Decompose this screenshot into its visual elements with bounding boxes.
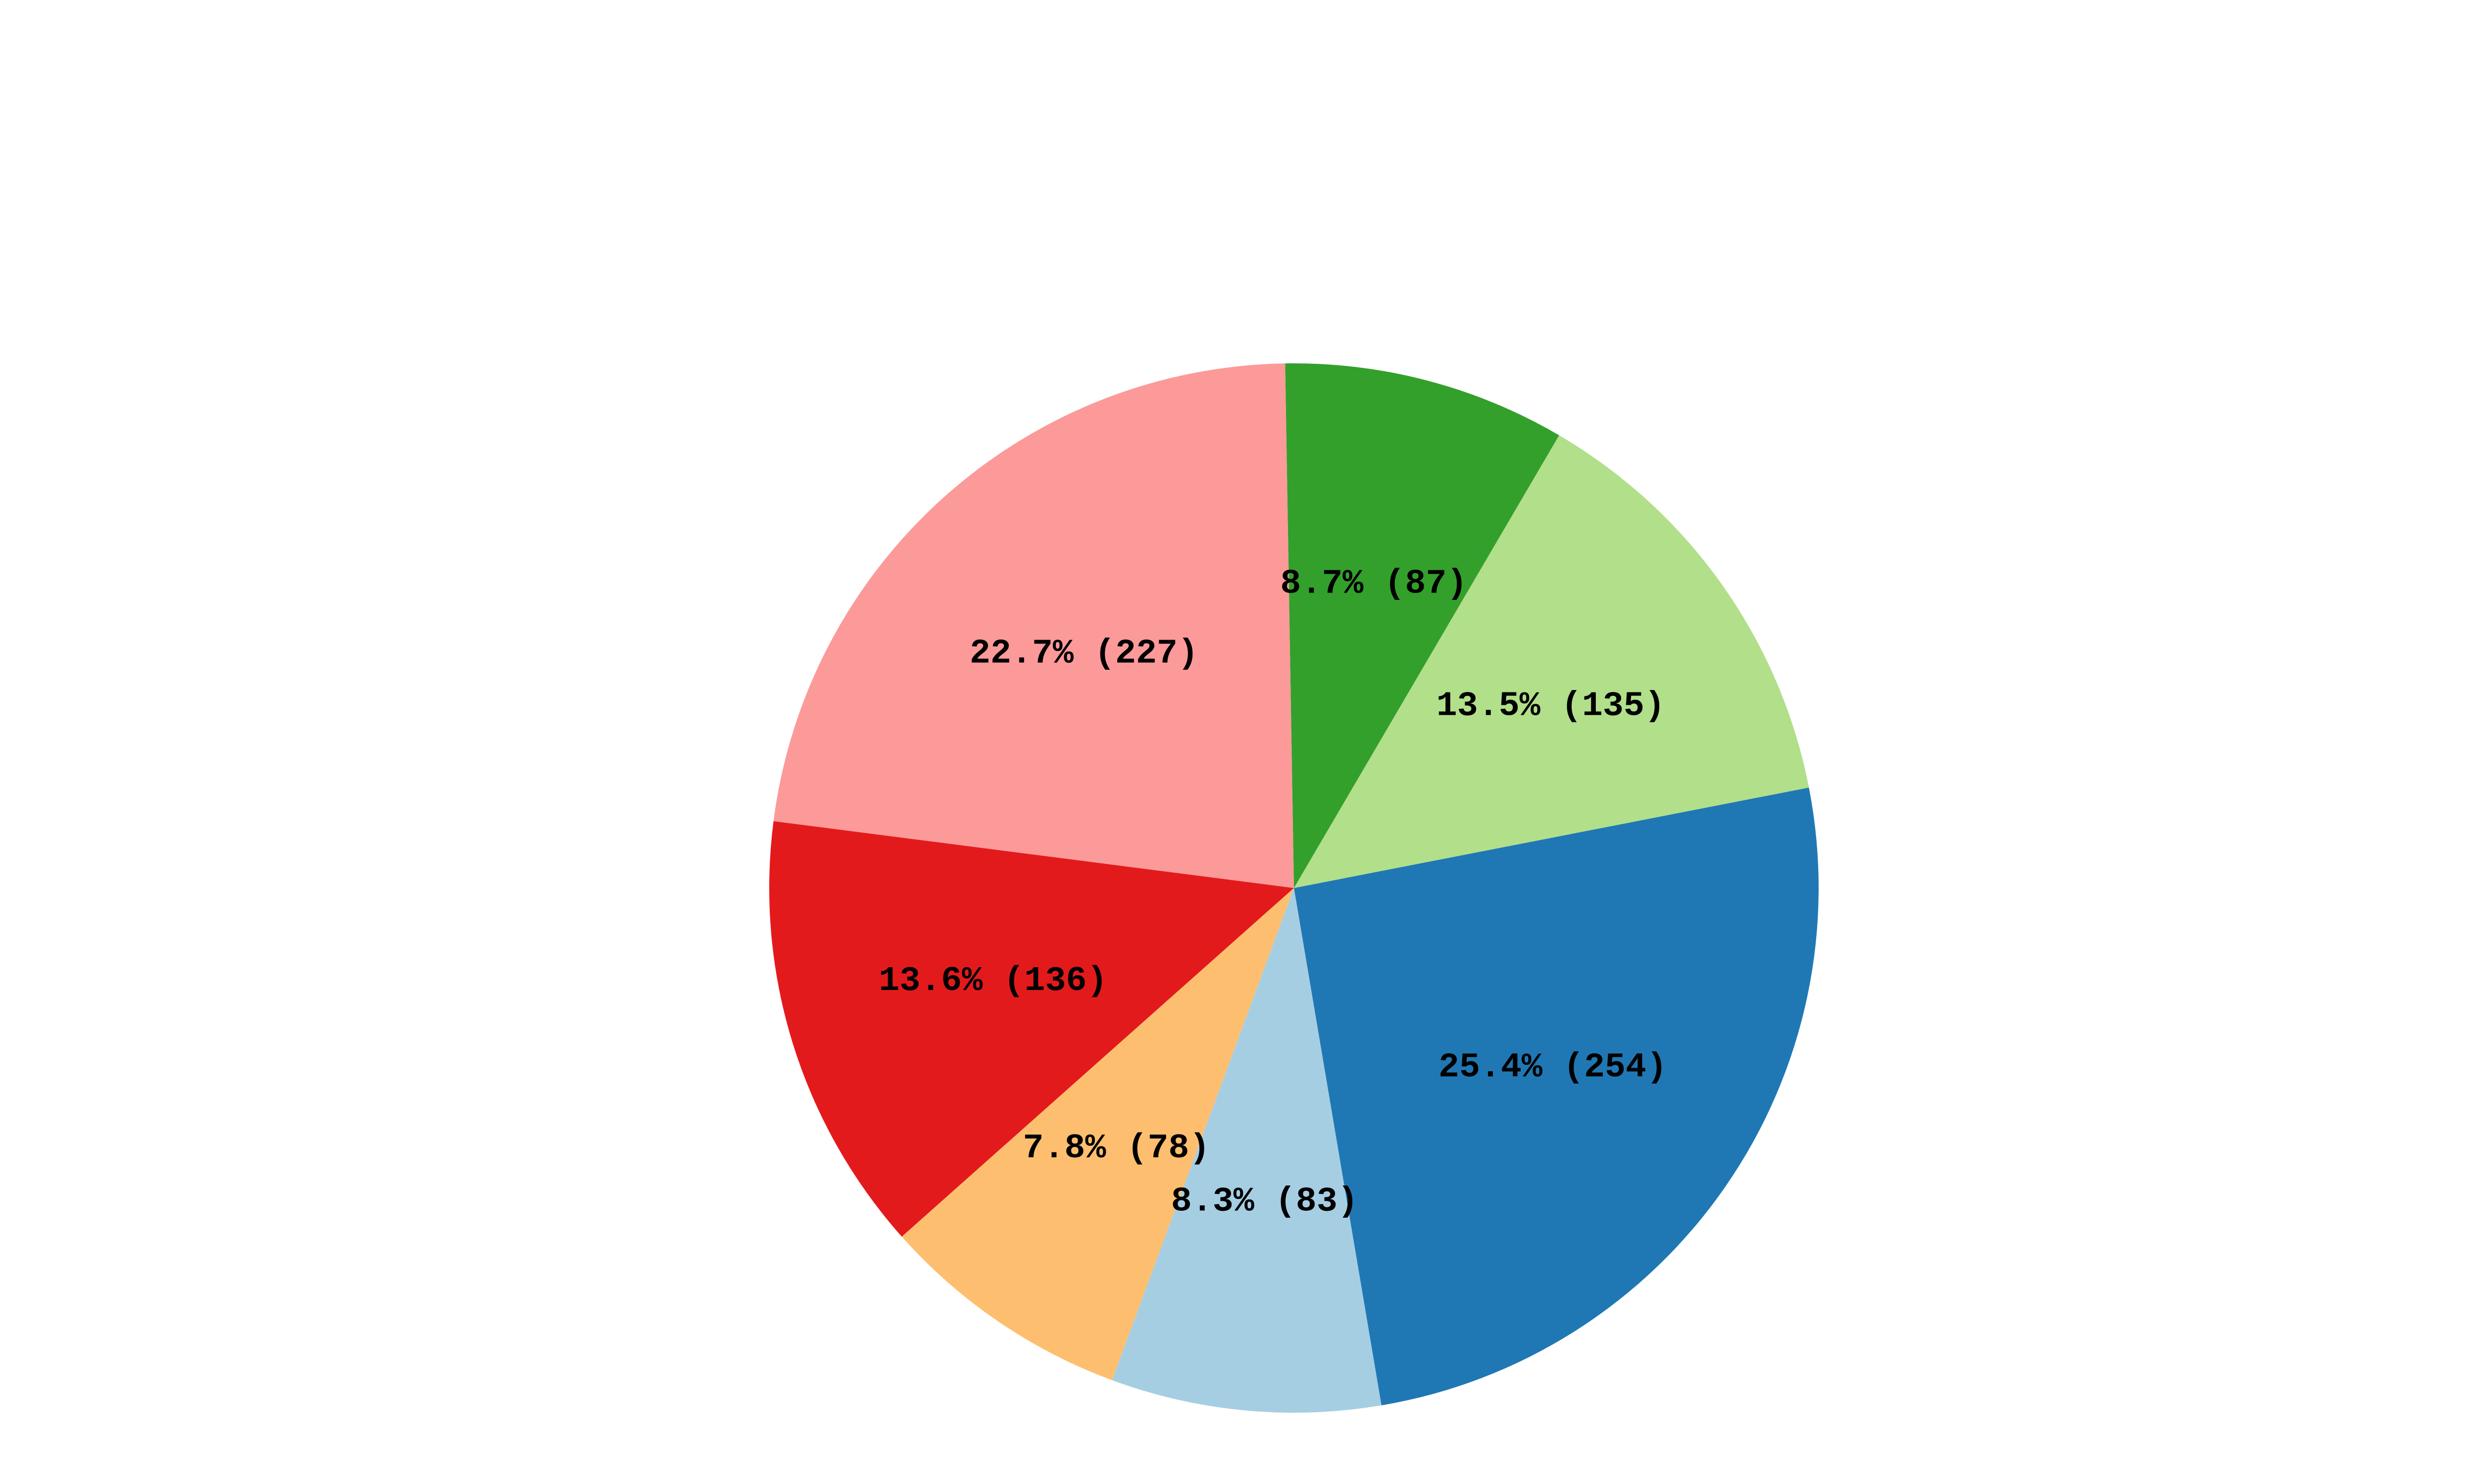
slice-label: 25.4% (254) (1438, 1048, 1667, 1087)
pie-slice (773, 363, 1294, 888)
slice-label: 8.3% (83) (1171, 1183, 1358, 1222)
pie-slice (769, 821, 1294, 1237)
slice-label: 13.5% (135) (1436, 687, 1665, 726)
pie-slice (901, 888, 1294, 1381)
pie-slice (1285, 363, 1559, 888)
pie-slice (1112, 888, 1382, 1413)
slice-label: 22.7% (227) (970, 635, 1198, 674)
slice-label: 7.8% (78) (1023, 1129, 1210, 1168)
slice-label: 8.7% (87) (1280, 564, 1467, 603)
slice-label: 13.6% (136) (879, 962, 1107, 1001)
pie-slice (1294, 435, 1809, 888)
pie-slice (1294, 788, 1819, 1406)
